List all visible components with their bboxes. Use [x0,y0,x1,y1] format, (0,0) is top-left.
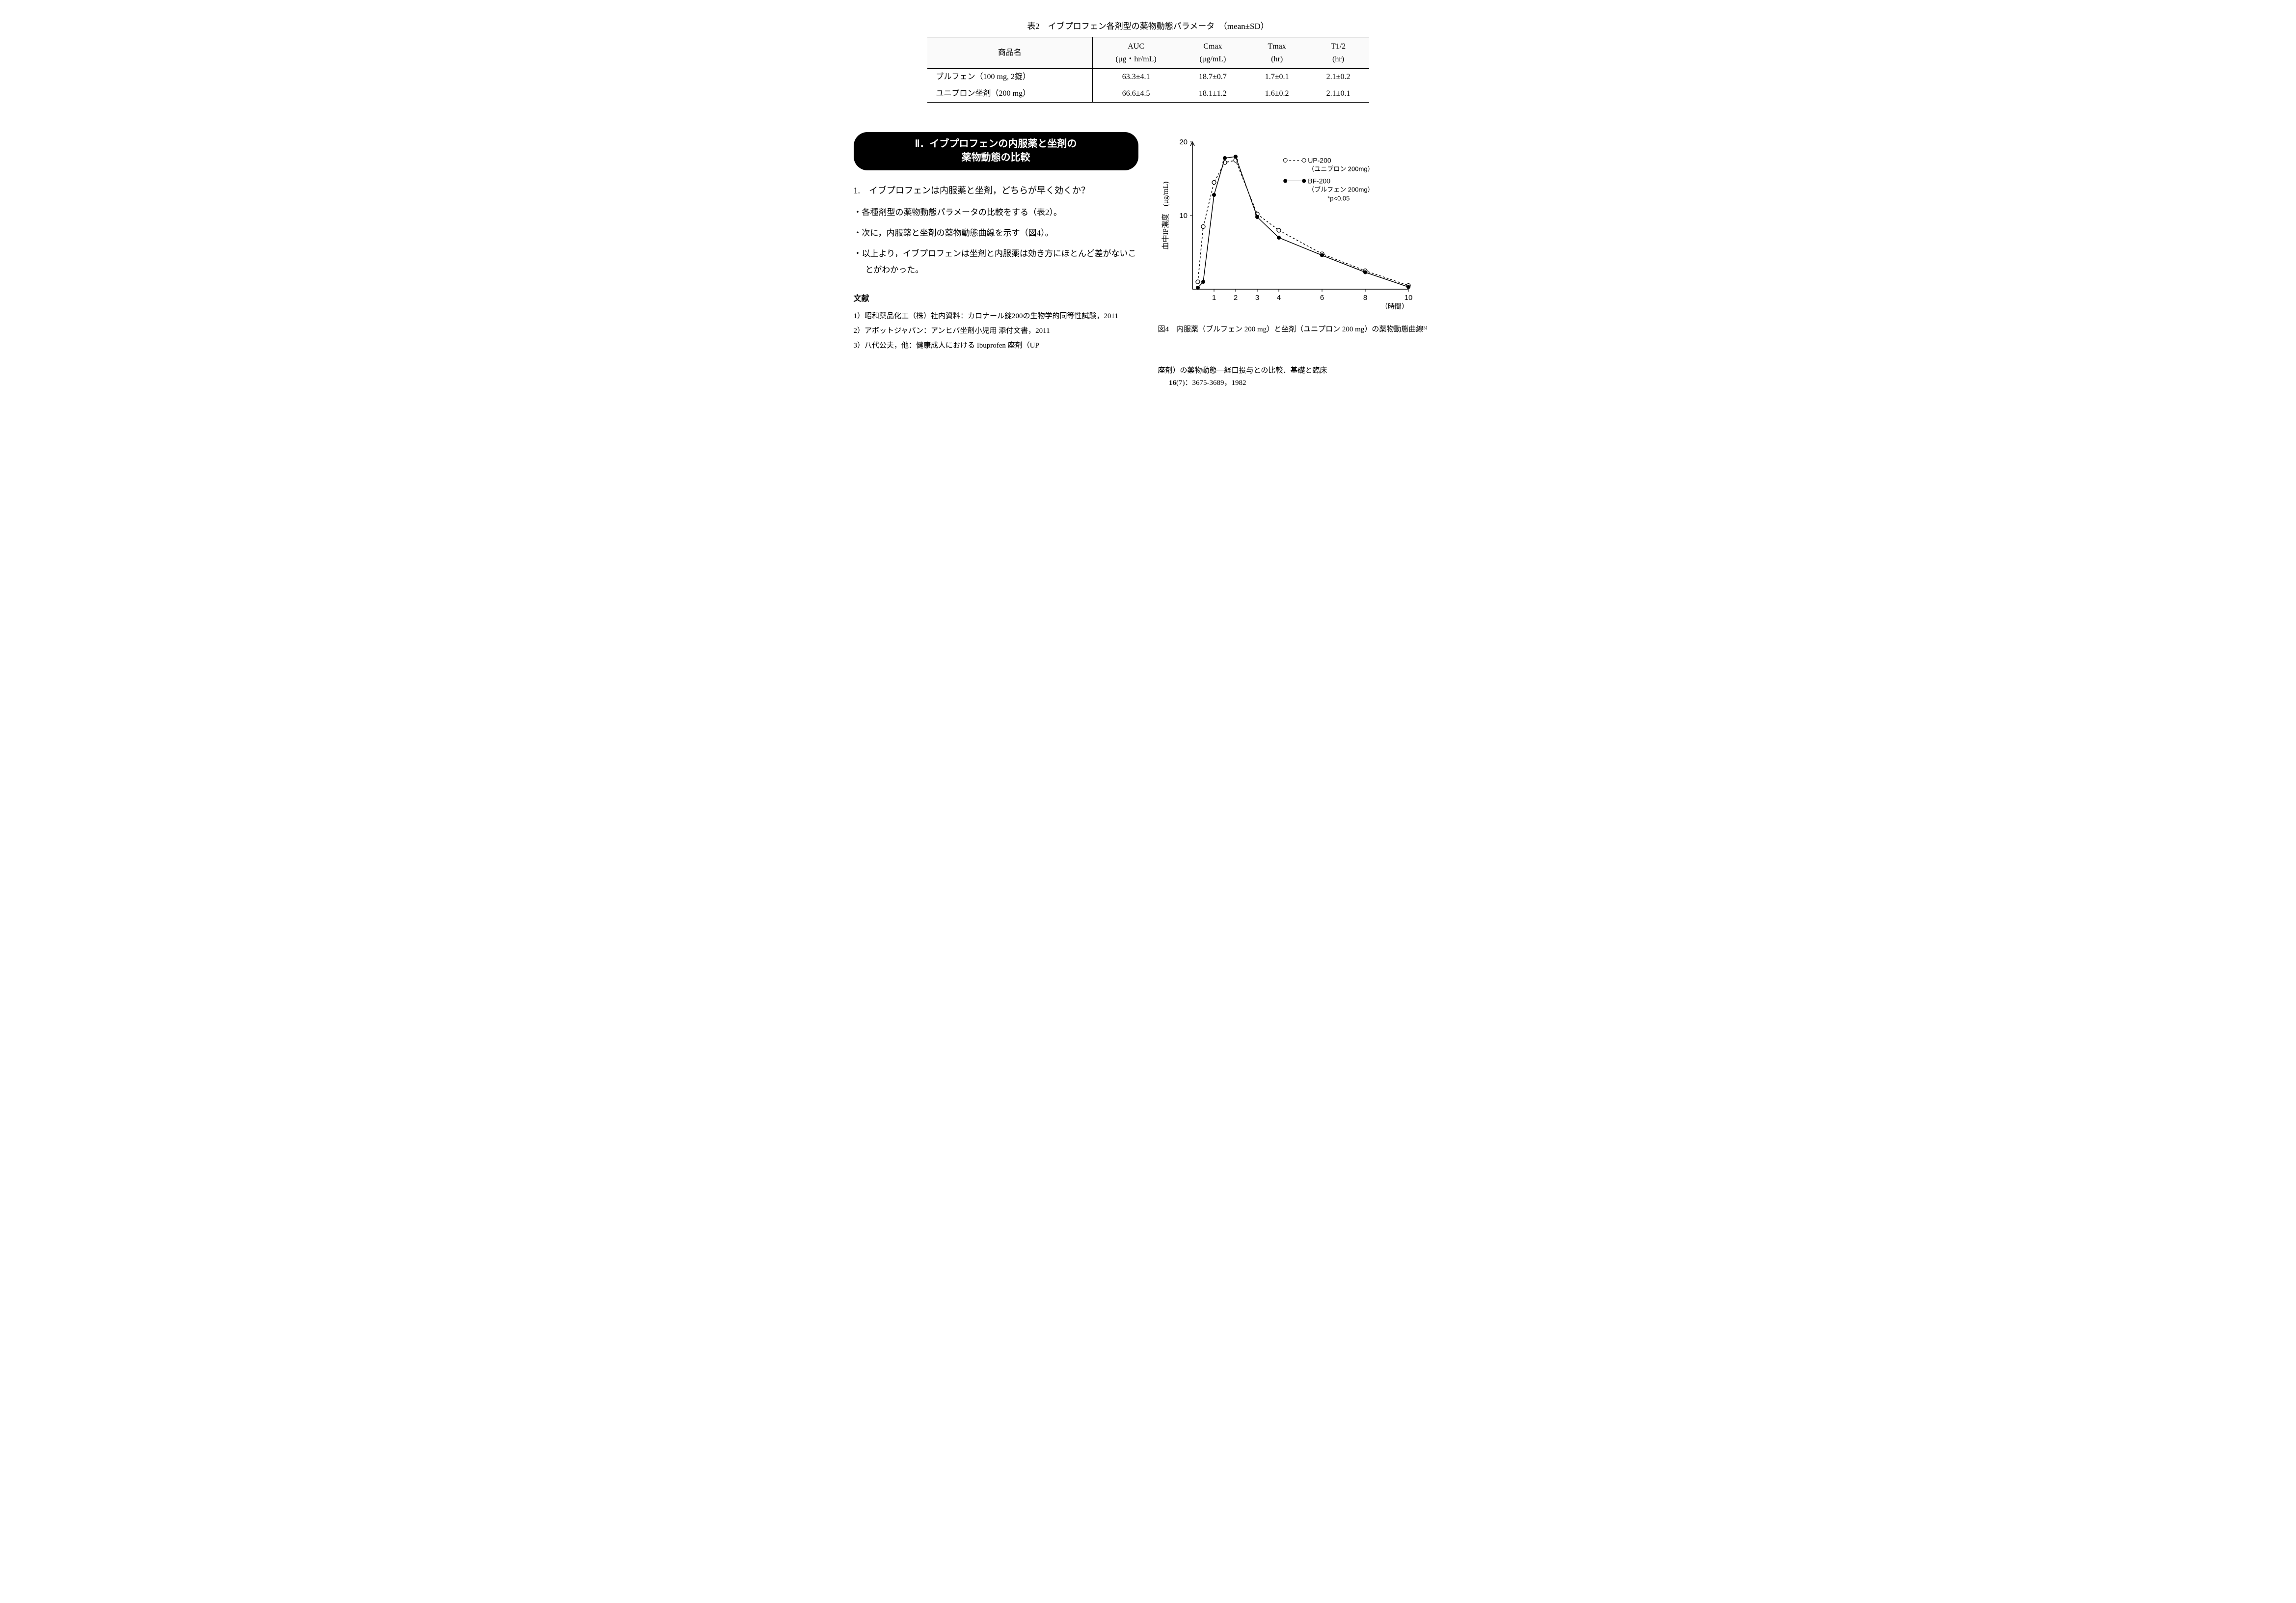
bullet-item: ・各種剤型の薬物動態パラメータの比較をする（表2）。 [854,205,1138,220]
cell-value: 1.7±0.1 [1246,69,1308,85]
col-tmax: Tmax(hr) [1246,37,1308,69]
pk-chart-svg: 102012346810（時間）血中IP濃度 (μg/mL)UP-200（ユニプ… [1158,132,1413,319]
col-auc: AUC(μg・hr/mL) [1093,37,1179,69]
trailing-reference: 座剤）の薬物動態―経口投与との比較．基礎と臨床 16(7)：3675-3689，… [1158,365,1443,390]
section-header-line1: Ⅱ．イブプロフェンの内服薬と坐剤の [915,138,1077,149]
svg-text:血中IP濃度 (μg/mL): 血中IP濃度 (μg/mL) [1162,181,1170,249]
svg-text:8: 8 [1363,294,1367,302]
svg-text:（ブルフェン 200mg）: （ブルフェン 200mg） [1308,186,1374,193]
svg-text:10: 10 [1404,294,1412,302]
table-row: ブルフェン（100 mg, 2錠）63.3±4.118.7±0.71.7±0.1… [927,69,1369,85]
cell-value: 66.6±4.5 [1093,85,1179,102]
pk-chart: 102012346810（時間）血中IP濃度 (μg/mL)UP-200（ユニプ… [1158,132,1443,319]
bullet-item: ・次に，内服薬と坐剤の薬物動態曲線を示す（図4）。 [854,225,1138,241]
pk-table-section: 表2 イブプロフェン各剤型の薬物動態パラメータ （mean±SD） 商品名 AU… [854,20,1443,103]
cell-value: 1.6±0.2 [1246,85,1308,102]
trailing-ref-citation: 16 [1169,379,1176,387]
col-thalf: T1/2(hr) [1308,37,1369,69]
svg-text:6: 6 [1320,294,1324,302]
svg-text:20: 20 [1179,138,1188,146]
reference-item: 2）アボットジャパン：アンヒバ坐剤小児用 添付文書，2011 [854,325,1138,337]
bullet-item: ・以上より，イブプロフェンは坐剤と内服薬は効き方にほとんど差がないことがわかった… [854,246,1138,278]
col-cmax: Cmax(μg/mL) [1179,37,1246,69]
svg-text:3: 3 [1255,294,1259,302]
svg-text:4: 4 [1276,294,1280,302]
col-product: 商品名 [927,37,1093,69]
table-caption: 表2 イブプロフェン各剤型の薬物動態パラメータ （mean±SD） [854,20,1443,33]
reference-item: 1）昭和薬品化工（株）社内資料：カロナール錠200の生物学的同等性試験，2011 [854,310,1138,322]
references-heading: 文献 [854,293,1138,305]
svg-text:*p<0.05: *p<0.05 [1327,194,1350,202]
cell-value: 2.1±0.1 [1308,85,1369,102]
cell-product: ユニプロン坐剤（200 mg） [927,85,1093,102]
svg-text:UP-200: UP-200 [1308,156,1331,164]
svg-text:（時間）: （時間） [1381,303,1408,311]
cell-value: 63.3±4.1 [1093,69,1179,85]
reference-item: 3）八代公夫，他：健康成人における Ibuprofen 座剤（UP [854,340,1138,352]
table-header-row: 商品名 AUC(μg・hr/mL) Cmax(μg/mL) Tmax(hr) T… [927,37,1369,69]
section-header-line2: 薬物動態の比較 [962,152,1030,163]
cell-product: ブルフェン（100 mg, 2錠） [927,69,1093,85]
svg-text:（ユニプロン 200mg）: （ユニプロン 200mg） [1308,165,1374,172]
svg-text:10: 10 [1179,212,1188,220]
question-text: 1. イブプロフェンは内服薬と坐剤，どちらが早く効くか？ [854,182,1138,199]
svg-text:BF-200: BF-200 [1308,177,1330,185]
pk-table: 商品名 AUC(μg・hr/mL) Cmax(μg/mL) Tmax(hr) T… [927,37,1369,102]
section-header: Ⅱ．イブプロフェンの内服薬と坐剤の 薬物動態の比較 [854,132,1138,170]
cell-value: 18.7±0.7 [1179,69,1246,85]
cell-value: 2.1±0.2 [1308,69,1369,85]
table-row: ユニプロン坐剤（200 mg）66.6±4.518.1±1.21.6±0.22.… [927,85,1369,102]
cell-value: 18.1±1.2 [1179,85,1246,102]
svg-text:1: 1 [1212,294,1216,302]
svg-text:2: 2 [1233,294,1237,302]
figure-caption: 図4 内服薬（ブルフェン 200 mg）と坐剤（ユニプロン 200 mg）の薬物… [1158,324,1443,335]
